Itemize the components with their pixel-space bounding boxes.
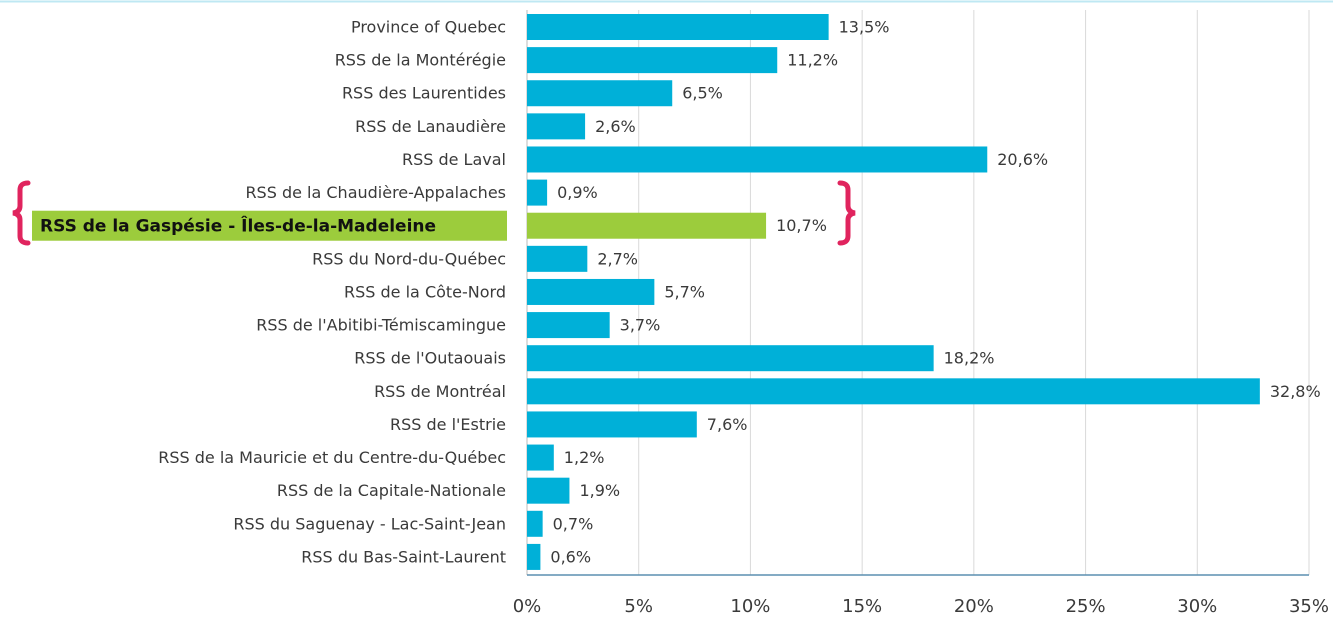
bar bbox=[527, 312, 610, 339]
value-label: 11,2% bbox=[787, 51, 838, 70]
bar bbox=[527, 378, 1260, 405]
value-label: 13,5% bbox=[839, 18, 890, 37]
y-tick-label: Province of Quebec bbox=[351, 18, 506, 37]
left-brace bbox=[12, 180, 31, 246]
value-label: 20,6% bbox=[997, 150, 1048, 169]
bar bbox=[527, 179, 548, 206]
value-label: 5,7% bbox=[664, 282, 705, 301]
y-tick-label: RSS de Lanaudière bbox=[355, 117, 506, 136]
bar bbox=[527, 245, 588, 272]
bar bbox=[527, 543, 541, 570]
y-tick-label: RSS de la Mauricie et du Centre-du-Québe… bbox=[158, 448, 506, 467]
x-tick-label: 30% bbox=[1177, 596, 1217, 617]
y-tick-label: RSS de l'Abitibi-Témiscamingue bbox=[256, 316, 506, 335]
x-tick-label: 25% bbox=[1066, 596, 1106, 617]
value-label: 32,8% bbox=[1270, 382, 1321, 401]
value-label: 7,6% bbox=[707, 415, 748, 434]
y-tick-label: RSS de la Chaudière-Appalaches bbox=[245, 183, 506, 202]
y-tick-label: RSS de l'Estrie bbox=[390, 415, 506, 434]
value-label: 2,7% bbox=[597, 249, 638, 268]
bar bbox=[527, 278, 655, 305]
y-tick-label: RSS du Saguenay - Lac-Saint-Jean bbox=[233, 514, 506, 533]
x-tick-label: 5% bbox=[624, 596, 653, 617]
bar bbox=[527, 80, 673, 107]
highlight-label-background bbox=[32, 210, 507, 241]
value-label: 1,9% bbox=[579, 481, 620, 500]
value-label: 2,6% bbox=[595, 117, 636, 136]
bar bbox=[527, 477, 570, 504]
bar bbox=[527, 444, 554, 471]
bar bbox=[527, 113, 586, 140]
value-label: 0,9% bbox=[557, 183, 598, 202]
x-tick-label: 0% bbox=[513, 596, 542, 617]
y-tick-label: RSS de la Gaspésie - Îles-de-la-Madelein… bbox=[40, 215, 436, 237]
value-label: 6,5% bbox=[682, 84, 723, 103]
y-tick-label: RSS du Bas-Saint-Laurent bbox=[301, 547, 506, 566]
bar bbox=[527, 345, 934, 372]
value-label: 0,6% bbox=[550, 547, 591, 566]
x-tick-label: 15% bbox=[842, 596, 882, 617]
bar bbox=[527, 146, 988, 173]
right-brace bbox=[837, 180, 856, 246]
value-label: 0,7% bbox=[553, 514, 594, 533]
y-tick-label: RSS de Laval bbox=[402, 150, 506, 169]
x-tick-label: 10% bbox=[730, 596, 770, 617]
bar bbox=[527, 14, 829, 40]
y-tick-label: RSS de Montréal bbox=[374, 382, 506, 401]
bar bbox=[527, 411, 697, 438]
x-tick-label: 20% bbox=[954, 596, 994, 617]
y-tick-label: RSS des Laurentides bbox=[342, 84, 506, 103]
y-tick-label: RSS de la Montérégie bbox=[335, 51, 506, 70]
bar bbox=[527, 47, 778, 74]
value-label: 1,2% bbox=[564, 448, 605, 467]
y-tick-label: RSS du Nord-du-Québec bbox=[312, 249, 506, 268]
y-tick-label: RSS de la Capitale-Nationale bbox=[277, 481, 506, 500]
x-tick-label: 35% bbox=[1289, 596, 1329, 617]
bar bbox=[527, 212, 767, 239]
value-label: 18,2% bbox=[944, 349, 995, 368]
value-label: 3,7% bbox=[620, 316, 661, 335]
y-tick-label: RSS de la Côte-Nord bbox=[344, 282, 506, 301]
y-tick-label: RSS de l'Outaouais bbox=[354, 349, 506, 368]
bar bbox=[527, 510, 543, 537]
value-label: 10,7% bbox=[776, 216, 827, 235]
